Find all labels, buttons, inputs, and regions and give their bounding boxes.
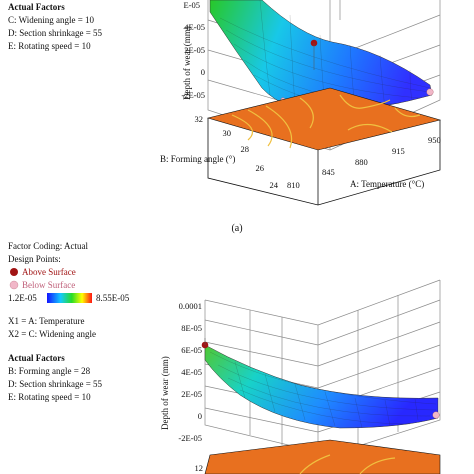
actual-factor-item: C: Widening angle = 10 xyxy=(8,15,95,25)
actual-factor-item: E: Rotating speed = 10 xyxy=(8,41,91,51)
panel-b-legend: Factor Coding: Actual Design Points: Abo… xyxy=(8,241,130,402)
above-surface-marker xyxy=(10,268,18,276)
below-surface-marker xyxy=(9,280,19,290)
variable-x2: X2 = C: Widening angle xyxy=(8,329,96,339)
panel-b-contour-floor xyxy=(204,439,441,474)
z-tick-label: 0.0001 xyxy=(179,301,202,311)
z-axis-label: Depth of wear (mm) xyxy=(160,356,170,430)
y-tick-label: 12 xyxy=(195,463,204,473)
z-tick-label: 0 xyxy=(198,411,202,421)
panel-label: (a) xyxy=(231,223,242,234)
panel-a-plot: Depth of wear (mm) E-05 4E-05 2E-05 0 -2… xyxy=(160,0,442,234)
x-tick-label: 915 xyxy=(392,146,405,156)
x-axis-label: A: Temperature (°C) xyxy=(350,179,424,189)
actual-factors-heading: Actual Factors xyxy=(8,2,65,12)
z-tick-label: 2E-05 xyxy=(181,389,202,399)
x-tick-label: 950 xyxy=(428,135,441,145)
colorbar-max: 8.55E-05 xyxy=(96,293,130,303)
above-surface-label: Above Surface xyxy=(22,267,76,277)
y-tick-label: 30 xyxy=(223,128,232,138)
factor-coding: Factor Coding: Actual xyxy=(8,241,88,251)
panel-a-base xyxy=(207,118,441,206)
z-tick-label: 0 xyxy=(201,67,205,77)
panel-b-surface-mesh xyxy=(209,351,437,429)
y-axis-label: B: Forming angle (°) xyxy=(160,154,235,164)
design-point-below xyxy=(426,88,434,96)
y-tick-label: 24 xyxy=(270,180,279,190)
panel-b-plot: Depth of wear (mm) 0.0001 8E-05 6E-05 4E… xyxy=(160,279,441,474)
panel-a-contour-lines xyxy=(231,94,421,149)
design-point-below xyxy=(432,411,440,419)
y-tick-label: 26 xyxy=(256,163,265,173)
z-tick-label: -2E-05 xyxy=(181,90,205,100)
z-axis-label: Depth of wear (mm) xyxy=(182,26,192,100)
y-tick-label: 32 xyxy=(195,114,204,124)
actual-factor-item: E: Rotating speed = 10 xyxy=(8,392,91,402)
z-tick-partial: E-05 xyxy=(183,0,200,10)
colorbar xyxy=(47,293,92,303)
below-surface-label: Below Surface xyxy=(22,280,75,290)
x-tick-label: 880 xyxy=(355,157,368,167)
actual-factor-item: D: Section shrinkage = 55 xyxy=(8,379,103,389)
actual-factor-item: D: Section shrinkage = 55 xyxy=(8,28,103,38)
panel-b-contour-lines xyxy=(299,454,396,474)
y-tick-label: 28 xyxy=(241,144,250,154)
actual-factor-item: B: Forming angle = 28 xyxy=(8,366,91,376)
variable-x1: X1 = A: Temperature xyxy=(8,316,85,326)
x-tick-label: 845 xyxy=(322,167,335,177)
z-tick-label: 6E-05 xyxy=(181,345,202,355)
actual-factors-heading: Actual Factors xyxy=(8,353,65,363)
z-tick-label: 2E-05 xyxy=(184,45,205,55)
panel-a-response-surface xyxy=(209,0,433,114)
design-points-heading: Design Points: xyxy=(8,254,61,264)
z-tick-label: 4E-05 xyxy=(181,367,202,377)
panel-a-legend: Actual Factors C: Widening angle = 10 D:… xyxy=(8,2,103,51)
colorbar-min: 1.2E-05 xyxy=(8,293,37,303)
x-tick-label: 810 xyxy=(287,180,300,190)
z-tick-label: 8E-05 xyxy=(181,323,202,333)
z-tick-label: 4E-05 xyxy=(184,22,205,32)
z-tick-label: -2E-05 xyxy=(178,433,202,443)
